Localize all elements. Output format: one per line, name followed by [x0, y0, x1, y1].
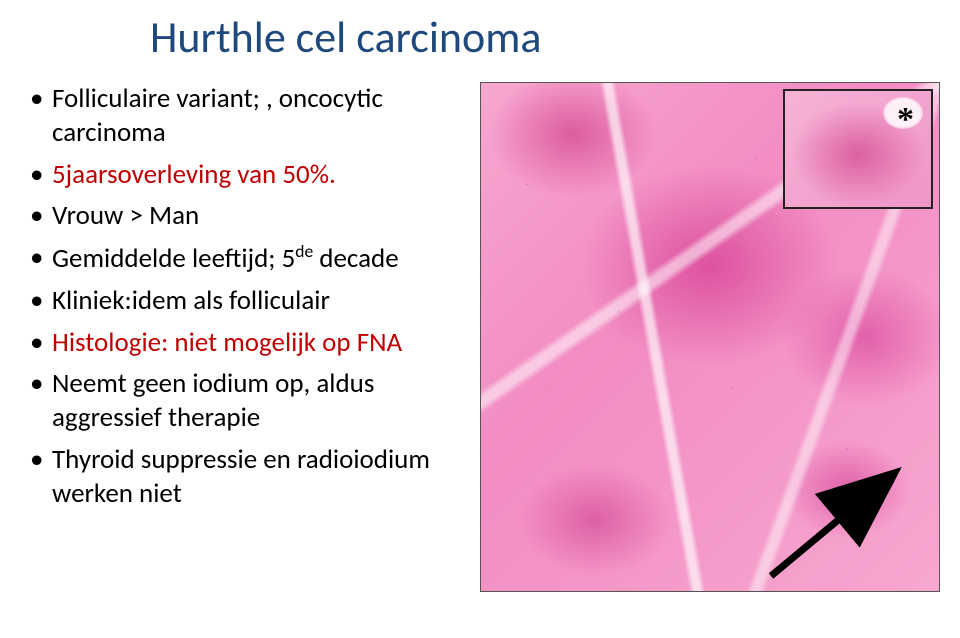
bullet-item: Histologie: niet mogelijk op FNA: [30, 326, 460, 360]
bullet-text: Gemiddelde leeftijd; 5: [52, 242, 295, 275]
bullet-item: Vrouw > Man: [30, 199, 460, 233]
bullet-item: Folliculaire variant; , oncocytic carcin…: [30, 82, 460, 150]
bullet-text: Thyroid suppressie en radioiodium werken…: [52, 443, 430, 510]
inset-micrograph: *: [783, 89, 933, 209]
bullet-text: Folliculaire variant; , oncocytic carcin…: [52, 82, 383, 149]
bullet-list: Folliculaire variant; , oncocytic carcin…: [20, 82, 460, 592]
slide: Hurthle cel carcinoma Folliculaire varia…: [0, 0, 960, 638]
bullet-item: Neemt geen iodium op, aldus aggressief t…: [30, 367, 460, 435]
bullet-text: Histologie: niet mogelijk op FNA: [52, 326, 402, 359]
bullet-text: Vrouw > Man: [52, 199, 199, 232]
bullet-text: 5jaarsoverleving van 50%.: [52, 158, 336, 191]
bullet-text: Neemt geen iodium op, aldus aggressief t…: [52, 367, 374, 434]
arrow-icon: [751, 451, 921, 581]
bullet-item: 5jaarsoverleving van 50%.: [30, 158, 460, 192]
bullet-text: decade: [313, 242, 398, 275]
bullet-item: Thyroid suppressie en radioiodium werken…: [30, 443, 460, 511]
asterisk-annotation: *: [897, 101, 914, 139]
slide-title: Hurthle cel carcinoma: [20, 10, 940, 64]
histology-image: *: [480, 82, 940, 592]
bullet-text: Kliniek:idem als folliculair: [52, 284, 330, 317]
bullet-item: Kliniek:idem als folliculair: [30, 284, 460, 318]
superscript: de: [295, 240, 313, 262]
bullet-item: Gemiddelde leeftijd; 5de decade: [30, 241, 460, 276]
content-row: Folliculaire variant; , oncocytic carcin…: [20, 82, 940, 592]
